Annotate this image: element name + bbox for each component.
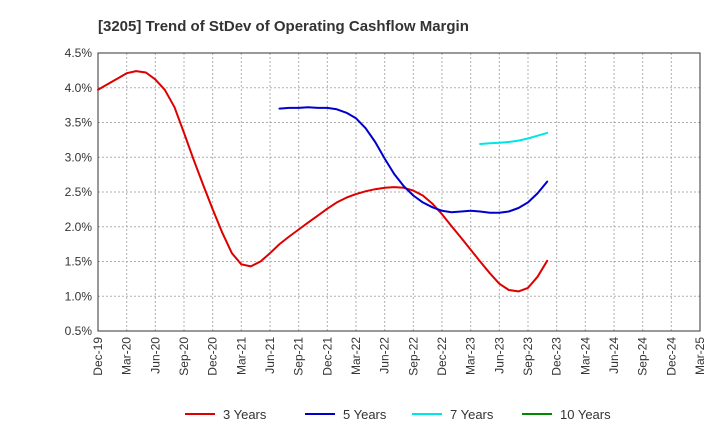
y-tick-label: 1.5% xyxy=(65,255,93,269)
x-tick-label: Sep-23 xyxy=(521,337,535,376)
x-tick-label: Mar-22 xyxy=(349,337,363,375)
x-tick-label: Mar-20 xyxy=(120,337,134,375)
x-tick-label: Dec-23 xyxy=(550,337,564,376)
x-tick-label: Dec-24 xyxy=(664,337,678,376)
axes: 0.5% 1.0% 1.5% 2.0% 2.5% 3.0% 3.5% 4.0% 4.5% Dec-… xyxy=(65,46,707,376)
x-tick-label: Sep-22 xyxy=(406,337,420,376)
x-tick-label: Jun-22 xyxy=(378,337,392,374)
legend: 3 Years 5 Years 7 Years 10 Years xyxy=(185,407,611,422)
series-lines xyxy=(97,70,549,293)
x-tick-label: Jun-21 xyxy=(263,337,277,374)
x-tick-label: Sep-20 xyxy=(177,337,191,376)
x-tick-label: Jun-24 xyxy=(607,337,621,374)
y-tick-label: 1.0% xyxy=(65,289,93,303)
x-tick-label: Mar-23 xyxy=(464,337,478,375)
x-tick-label: Jun-23 xyxy=(492,337,506,374)
x-tick-label: Dec-22 xyxy=(435,337,449,376)
x-tick-label: Sep-21 xyxy=(292,337,306,376)
x-tick-label: Dec-19 xyxy=(91,337,105,376)
x-tick-label: Mar-25 xyxy=(693,337,707,375)
y-tick-label: 2.0% xyxy=(65,220,93,234)
chart-title: [3205] Trend of StDev of Operating Cashf… xyxy=(98,18,469,35)
legend-label: 7 Years xyxy=(450,407,494,422)
y-tick-label: 3.5% xyxy=(65,116,93,130)
legend-label: 3 Years xyxy=(223,407,267,422)
x-tick-label: Dec-20 xyxy=(206,337,220,376)
y-tick-label: 4.5% xyxy=(65,46,93,60)
x-tick-label: Jun-20 xyxy=(148,337,162,374)
plot-area-border xyxy=(97,52,701,332)
x-tick-label: Mar-21 xyxy=(234,337,248,375)
x-tick-label: Mar-24 xyxy=(578,337,592,375)
y-tick-label: 2.5% xyxy=(65,185,93,199)
legend-label: 5 Years xyxy=(343,407,387,422)
series-line xyxy=(97,70,549,293)
legend-label: 10 Years xyxy=(560,407,611,422)
y-tick-label: 0.5% xyxy=(65,324,93,338)
grid xyxy=(97,52,701,332)
x-tick-label: Dec-21 xyxy=(320,337,334,376)
series-line xyxy=(278,106,549,214)
x-tick-label: Sep-24 xyxy=(636,337,650,376)
y-tick-label: 3.0% xyxy=(65,150,93,164)
series-line xyxy=(479,131,549,145)
y-tick-label: 4.0% xyxy=(65,81,93,95)
